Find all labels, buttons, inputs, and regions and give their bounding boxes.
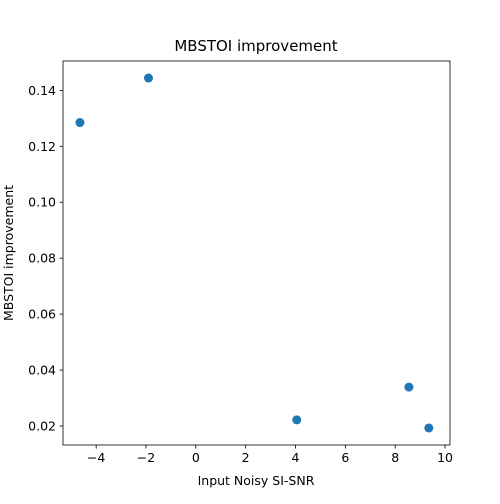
y-tick-label: 0.04 — [28, 363, 56, 378]
plot-border — [62, 60, 451, 446]
x-tick-label: 6 — [341, 450, 349, 465]
x-tick-label: 10 — [437, 450, 453, 465]
data-point — [404, 382, 414, 392]
x-tick-label: 2 — [242, 450, 250, 465]
data-point — [75, 118, 85, 128]
x-tick-label: −4 — [87, 450, 105, 465]
y-tick-label: 0.12 — [28, 139, 56, 154]
y-tick-label: 0.08 — [28, 251, 56, 266]
plot-area — [62, 60, 451, 446]
data-points — [75, 73, 434, 433]
data-point — [143, 73, 153, 83]
y-axis: 0.02 0.04 0.06 0.08 0.10 0.12 0.14 — [28, 83, 63, 433]
y-tick-label: 0.02 — [28, 418, 56, 433]
y-tick-label: 0.14 — [28, 83, 56, 98]
x-tick-label: 8 — [391, 450, 399, 465]
chart-title: MBSTOI improvement — [174, 37, 337, 55]
x-tick-label: 0 — [192, 450, 200, 465]
x-axis-label: Input Noisy SI-SNR — [198, 473, 315, 488]
y-tick-label: 0.10 — [28, 195, 56, 210]
data-point — [424, 423, 434, 433]
y-tick-label: 0.06 — [28, 307, 56, 322]
y-axis-label: MBSTOI improvement — [1, 185, 16, 321]
x-tick-label: −2 — [137, 450, 155, 465]
data-point — [292, 415, 302, 425]
x-tick-label: 4 — [292, 450, 300, 465]
x-axis: −4 −2 0 2 4 6 8 10 — [87, 445, 453, 465]
